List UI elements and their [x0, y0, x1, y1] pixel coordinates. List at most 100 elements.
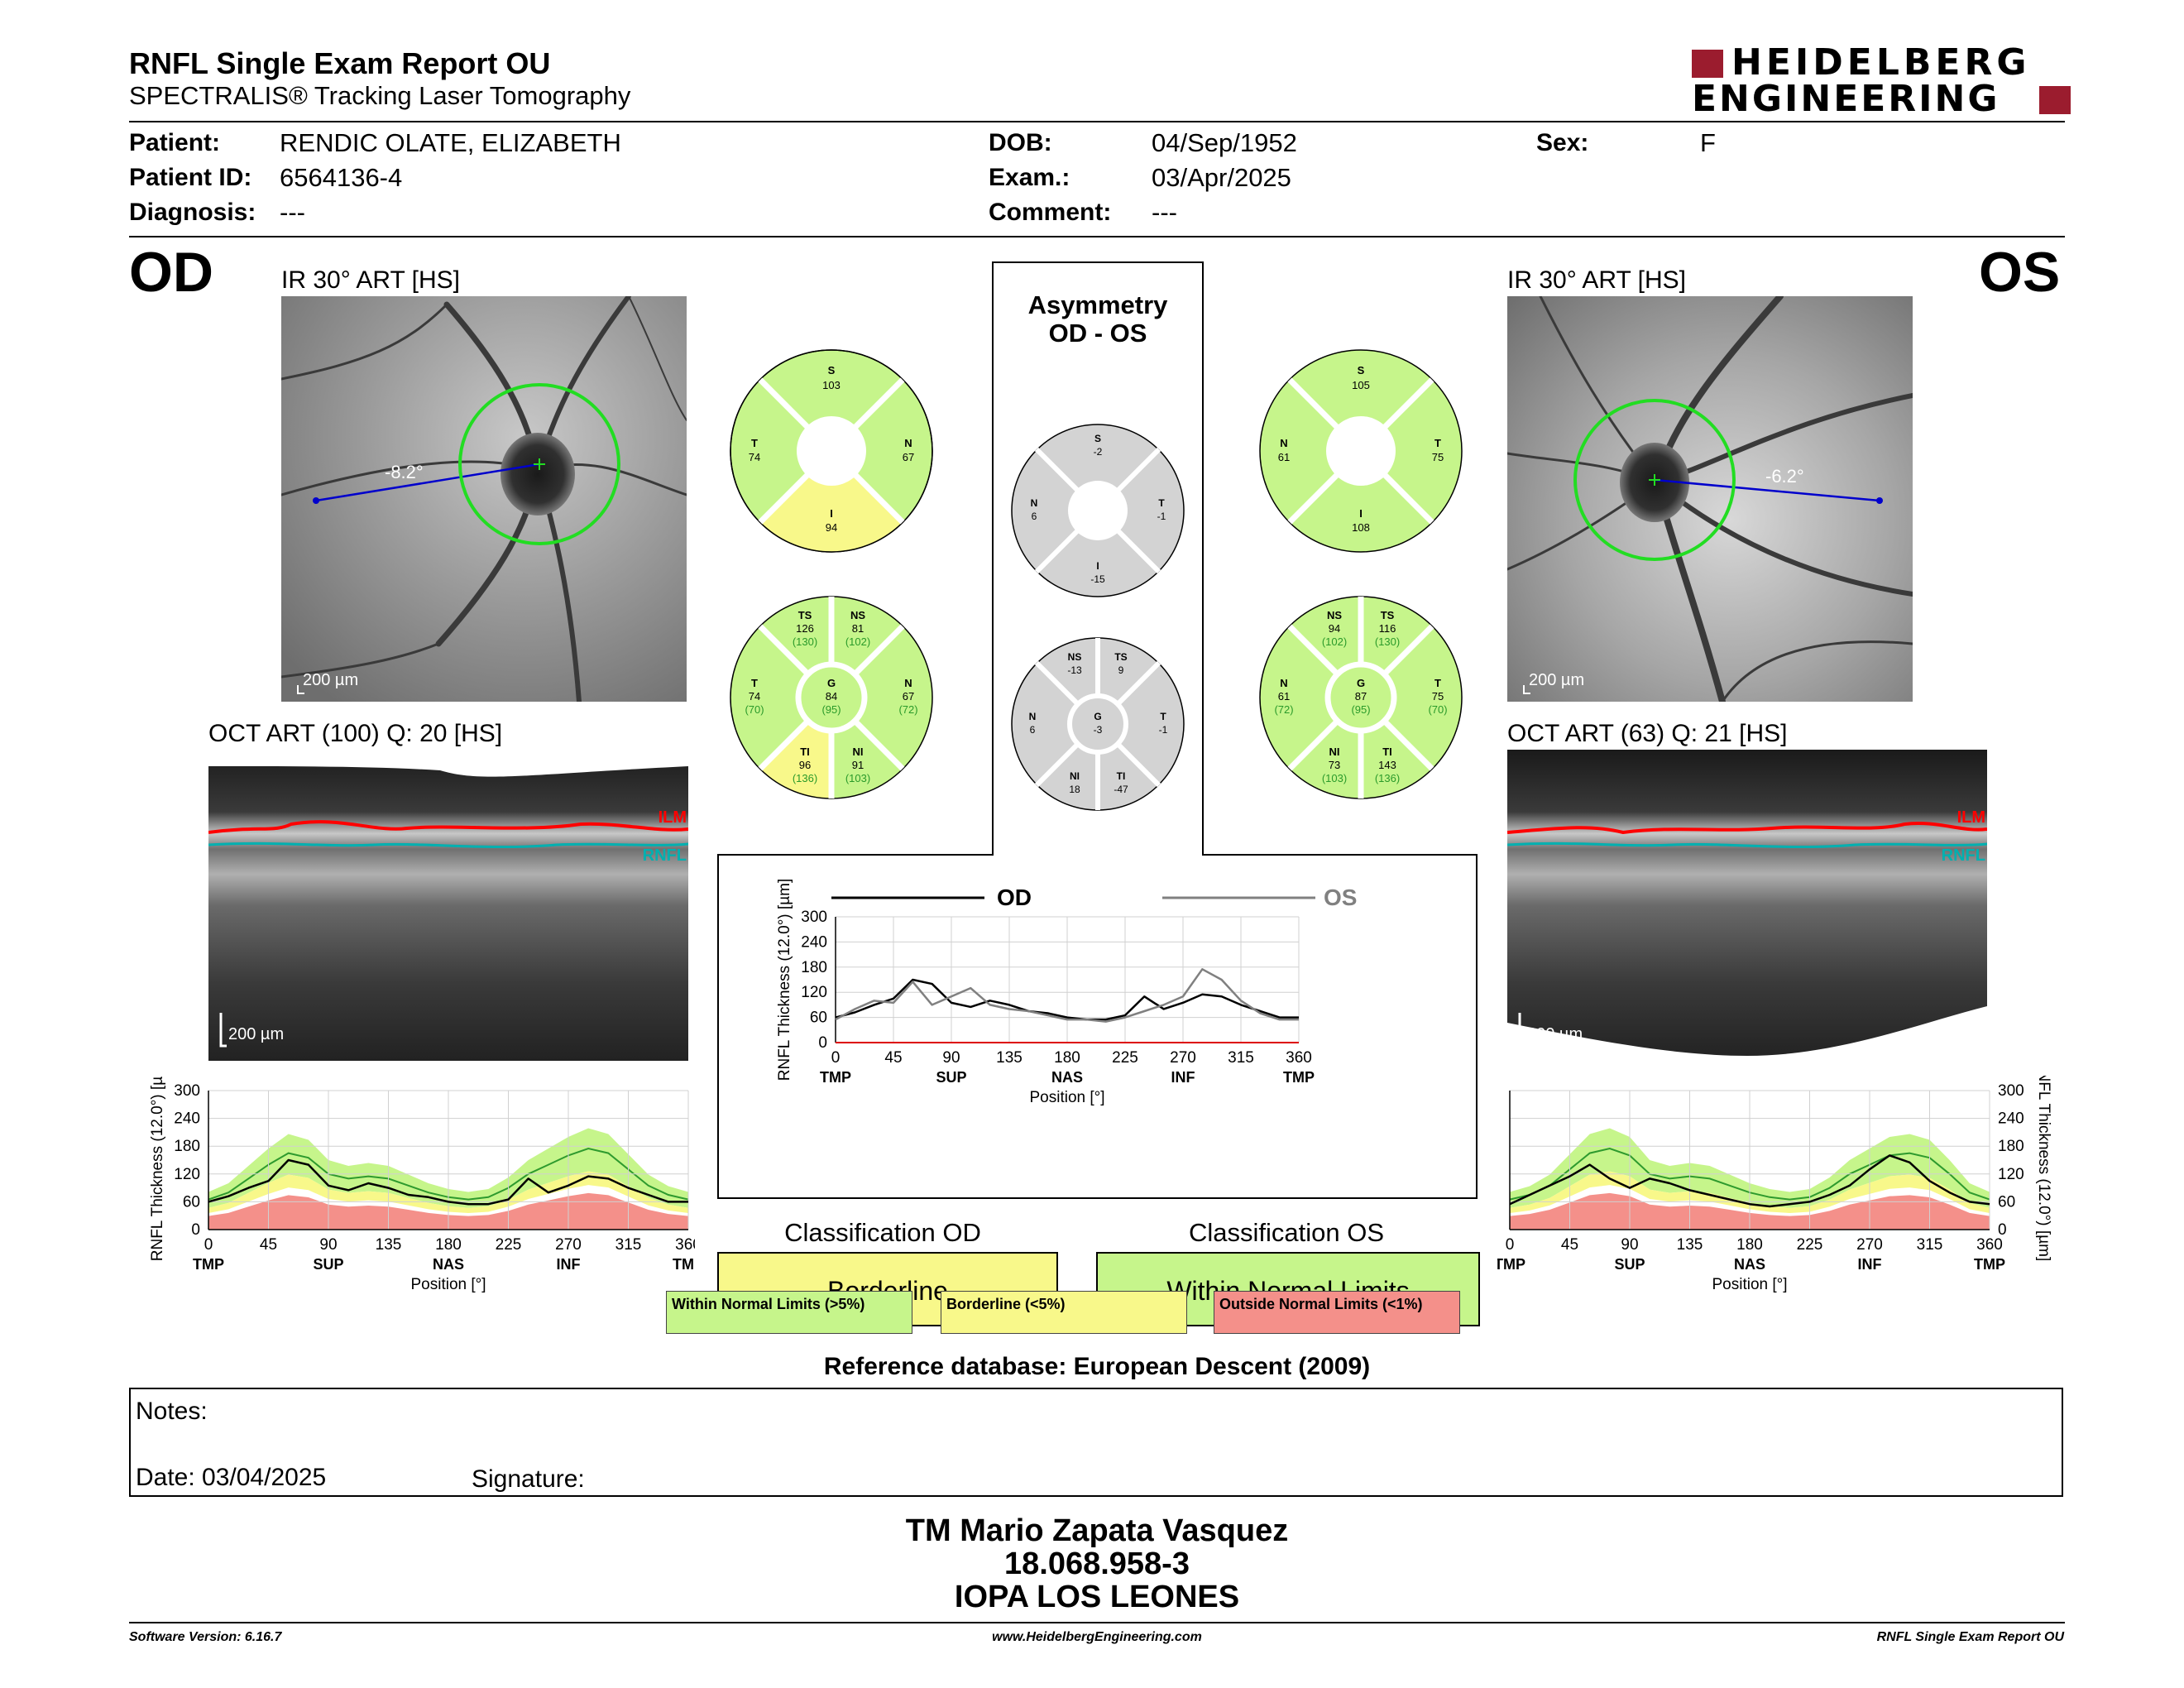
od-t-value: 74: [749, 451, 760, 463]
od6-ns-ref: (102): [845, 635, 870, 648]
asym-plot-xtick: 0: [831, 1049, 841, 1067]
os-thickness-plot: 0 60 120 180 240 300 0 45 90 135 180 225 270 315 360 TM…: [1497, 1076, 2052, 1293]
od6-t-value: 74: [749, 690, 760, 703]
od6-ts-label: TS: [798, 609, 812, 621]
os-plot-ylabel: RNFL Thickness (12.0°) [µm]: [2035, 1076, 2052, 1261]
logo-word-1: HEIDELBERG: [1731, 41, 2031, 84]
os-plot-xtick: 0: [1506, 1236, 1515, 1254]
exam-label: Exam.:: [989, 164, 1070, 191]
asym6-ts-label: TS: [1114, 651, 1127, 663]
key-within-normal: Within Normal Limits (>5%): [666, 1291, 912, 1334]
asym-t-label: T: [1158, 497, 1165, 509]
od-plot-xtick: 90: [319, 1236, 337, 1254]
od-thickness-plot: 0 60 120 180 240 300 0 45 90 135 180 225 270 315 360 TM…: [149, 1076, 695, 1293]
os6-g-ref: (95): [1351, 703, 1370, 716]
od-plot-xlabel: Position [°]: [410, 1276, 486, 1293]
asym-t-value: -1: [1157, 511, 1166, 522]
od6-g-ref: (95): [821, 703, 841, 716]
od-n-value: 67: [903, 451, 914, 463]
os-i-value: 108: [1352, 521, 1370, 534]
asymmetry-frame: [717, 261, 1478, 1199]
os6-ti-label: TI: [1382, 746, 1392, 758]
od-ir-caption: IR 30° ART [HS]: [281, 266, 460, 294]
patient-id-label: Patient ID:: [129, 164, 252, 191]
asymmetry-thickness-plot: OD OS 0 60 120 180 240 300 0 45 90 135 180 225 270 31…: [776, 879, 1357, 1106]
reference-database: Reference database: European Descent (20…: [823, 1353, 1371, 1380]
asym-sector-chart-6: NS -13 TS 9 N 6 G -3 T -1 NI 18 TI -47: [1011, 637, 1185, 811]
asym6-ti-value: -47: [1114, 784, 1128, 795]
signer-id: 18.068.958-3: [1004, 1547, 1190, 1581]
os-t-value: 75: [1432, 451, 1444, 463]
asym6-ns-value: -13: [1067, 664, 1082, 676]
os-oct-caption: OCT ART (63) Q: 21 [HS]: [1507, 720, 1788, 747]
od6-ni-label: NI: [853, 746, 864, 758]
od6-n-label: N: [904, 677, 912, 689]
os6-ni-ref: (103): [1322, 772, 1347, 784]
os6-ts-ref: (130): [1375, 635, 1400, 648]
os-plot-region-label: INF: [1858, 1256, 1882, 1273]
od-s-label: S: [828, 364, 836, 376]
report-subtitle: SPECTRALIS® Tracking Laser Tomography: [129, 81, 631, 110]
asym-n-value: 6: [1032, 511, 1037, 522]
od-s-value: 103: [822, 379, 841, 391]
od-rnfl-label: RNFL: [643, 846, 687, 865]
asym6-t-label: T: [1160, 711, 1166, 722]
os-eye-label: OS: [1979, 241, 2061, 304]
logo-word-2: ENGINEERING: [1692, 78, 2000, 120]
asym-plot-xtick: 270: [1170, 1049, 1196, 1067]
asym-plot-xtick: 360: [1286, 1049, 1312, 1067]
os-plot-ytick: 120: [1998, 1166, 2024, 1183]
od-fundus-image: -8.2° 200 µm: [281, 296, 687, 702]
asym-plot-xtick: 45: [884, 1049, 902, 1067]
asym-plot-series-od: [835, 978, 1299, 1021]
od6-ts-ref: (130): [793, 635, 817, 648]
os-rnfl-label: RNFL: [1942, 846, 1985, 865]
legend-os-label: OS: [1324, 885, 1357, 910]
asym6-ti-label: TI: [1117, 770, 1126, 782]
asym-plot-ytick: 60: [810, 1009, 827, 1027]
legend-od-label: OD: [997, 885, 1032, 910]
os-plot-xtick: 45: [1561, 1236, 1578, 1254]
asym6-ni-label: NI: [1070, 770, 1080, 782]
os-sector-chart-6: NS 94 (102) TS 116 (130) N 61 (72) G 87 …: [1259, 596, 1463, 799]
od-scan-line: [315, 463, 540, 502]
os-plot-xtick: 270: [1856, 1236, 1883, 1254]
notes-label: Notes:: [136, 1398, 208, 1425]
os-fundus-svg: -6.2° 200 µm: [1507, 296, 1913, 702]
os-plot-region-label: TMP: [1497, 1256, 1525, 1273]
od-plot-ytick: 240: [174, 1110, 200, 1128]
asym-s-value: -2: [1094, 446, 1103, 458]
od-plot-xtick: 270: [555, 1236, 582, 1254]
asym-plot-ylabel: RNFL Thickness (12.0°) [µm]: [776, 879, 793, 1081]
od-n-label: N: [904, 437, 912, 449]
od6-ti-label: TI: [800, 746, 810, 758]
asym-plot-xlabel: Position [°]: [1029, 1089, 1104, 1106]
od6-t-ref: (70): [745, 703, 764, 716]
os-n-label: N: [1280, 437, 1287, 449]
od-i-label: I: [830, 507, 833, 520]
key-borderline: Borderline (<5%): [941, 1291, 1187, 1334]
od6-ti-ref: (136): [793, 772, 817, 784]
asym6-n-value: 6: [1030, 724, 1036, 736]
os6-ts-value: 116: [1379, 622, 1396, 635]
os-plot-xlabel: Position [°]: [1712, 1276, 1787, 1293]
os6-ni-value: 73: [1329, 759, 1340, 771]
os-oct-scale: 200 µm: [1527, 1025, 1583, 1043]
os6-ni-label: NI: [1329, 746, 1340, 758]
patient-id: 6564136-4: [280, 163, 403, 192]
os6-ns-label: NS: [1327, 609, 1342, 621]
sex-label: Sex:: [1536, 129, 1589, 156]
asymmetry-title-line2: OD - OS: [1048, 319, 1147, 348]
os-scan-line: [1654, 478, 1880, 502]
os-plot-region-label: NAS: [1734, 1256, 1765, 1273]
header-rule: [129, 121, 2065, 122]
os6-n-label: N: [1280, 677, 1287, 689]
os-plot-xtick: 90: [1621, 1236, 1638, 1254]
asym-plot-region-label: NAS: [1051, 1069, 1083, 1086]
os-plot-ytick: 60: [1998, 1193, 2015, 1211]
asym-i-value: -15: [1090, 573, 1105, 585]
od-plot-ytick: 60: [183, 1193, 200, 1211]
od6-ts-value: 126: [796, 622, 814, 635]
os-s-value: 105: [1352, 379, 1370, 391]
os-plot-region-label: SUP: [1614, 1256, 1645, 1273]
